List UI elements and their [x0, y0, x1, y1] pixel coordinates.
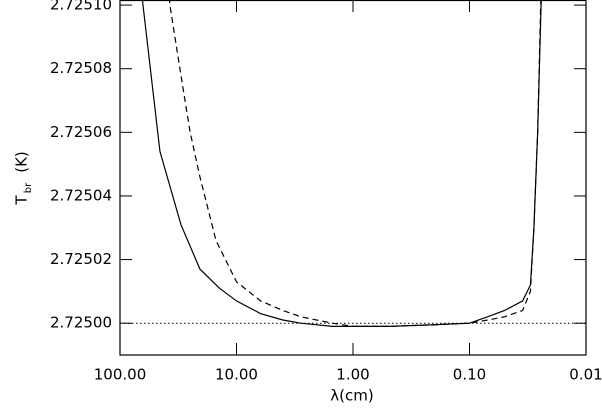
- y-tick-label: 2.72510: [50, 0, 112, 14]
- y-label-main: T: [13, 195, 31, 206]
- x-tick-label: 10.00: [215, 366, 258, 384]
- plot-area: [120, 0, 586, 327]
- y-label-sub: br: [23, 182, 34, 193]
- plot-frame: [119, 0, 587, 356]
- y-axis-label: T br (K): [13, 151, 35, 205]
- y-label-unit: (K): [13, 151, 31, 173]
- line-series: [141, 0, 542, 327]
- line-series: [168, 0, 542, 327]
- x-tick-label: 1.00: [336, 366, 369, 384]
- y-tick-label: 2.72506: [50, 123, 112, 141]
- x-axis-label: λ(cm): [330, 387, 373, 405]
- y-tick-label: 2.72508: [50, 59, 112, 77]
- x-tick-label: 0.01: [569, 366, 602, 384]
- y-tick-label: 2.72504: [50, 186, 112, 204]
- x-tick-label: 0.10: [453, 366, 486, 384]
- y-tick-label: 2.72500: [50, 314, 112, 332]
- y-tick-label: 2.72502: [50, 250, 112, 268]
- x-tick-label: 100.00: [94, 366, 147, 384]
